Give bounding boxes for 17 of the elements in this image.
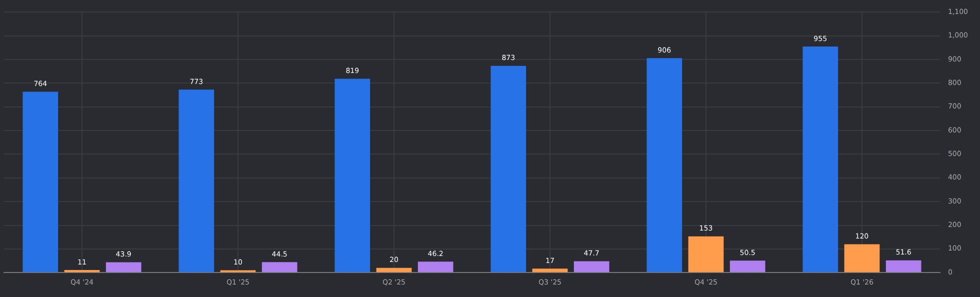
bar <box>262 262 298 272</box>
bar <box>64 270 100 272</box>
bar <box>532 268 568 272</box>
bar <box>646 58 682 272</box>
bar <box>802 46 838 272</box>
bar <box>178 90 214 272</box>
bar <box>574 261 610 272</box>
bar <box>730 260 766 272</box>
bar <box>418 262 454 272</box>
bar <box>376 268 412 272</box>
bar <box>106 262 142 272</box>
bar <box>22 92 58 272</box>
bar <box>844 244 880 272</box>
bar <box>334 78 370 272</box>
bar <box>886 260 922 272</box>
bar <box>490 66 526 272</box>
bar <box>688 236 724 272</box>
